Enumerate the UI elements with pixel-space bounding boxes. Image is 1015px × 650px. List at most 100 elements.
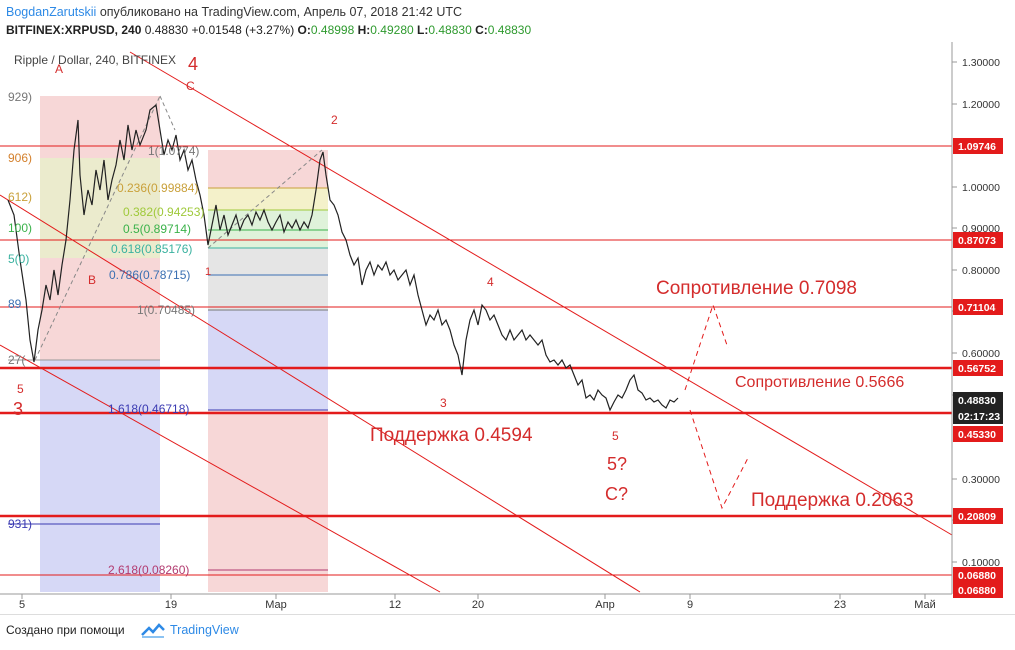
price-axis-bg <box>952 42 1015 594</box>
price-tag-label: 0.06880 <box>958 585 996 597</box>
wave-label: B <box>88 273 96 287</box>
trend-channel <box>0 51 953 593</box>
fib-level-label: 27( <box>8 353 25 367</box>
chart-header: BogdanZarutskii опубликовано на TradingV… <box>0 0 1015 42</box>
fib-connector <box>159 95 176 131</box>
price-tags: 1.09746 0.87073 0.71104 0.56752 0.48830 02:17… <box>953 138 1003 598</box>
wave-label: 5 <box>17 382 24 396</box>
fib-zone-right-red-top <box>208 150 328 188</box>
open-label: O: <box>297 23 311 37</box>
fib-level-label: 929) <box>8 90 32 104</box>
fib-level-label: 0.618(0.85176) <box>111 242 192 256</box>
price-chart[interactable]: 1.300001.200001.000000.900000.800000.700… <box>0 42 1015 614</box>
level-annotation: Поддержка 0.4594 <box>370 425 533 446</box>
fib-level-label: 0.786(0.78715) <box>109 268 190 282</box>
price-tag-bg <box>953 232 1003 248</box>
high-value: 0.49280 <box>370 23 414 37</box>
price-tag-bg <box>953 138 1003 154</box>
level-annotation: Сопротивление 0.5666 <box>735 374 904 391</box>
level-annotation: Поддержка 0.2063 <box>751 490 914 511</box>
high-label: H: <box>357 23 371 37</box>
price-tag-bg <box>953 582 1003 598</box>
tradingview-link[interactable]: TradingView <box>170 623 239 637</box>
wave-label: 2 <box>331 113 338 127</box>
symbol-legend: Ripple / Dollar, 240, BITFINEX <box>14 53 177 67</box>
fib-level-label: 1(0.70485) <box>137 303 195 317</box>
time-tick-label: 5 <box>19 599 25 611</box>
level-annotations: Сопротивление 0.7098 Сопротивление 0.5666… <box>370 278 914 511</box>
price-tag-bg <box>953 508 1003 524</box>
fib-level-label: 0.5(0.89714) <box>123 222 191 236</box>
fib-labels-left: 929) 906) 612) 100) 5(0) 89 27(931) <box>8 90 32 531</box>
wave-label: 5 <box>612 429 619 443</box>
time-tick-label: Апр <box>595 599 614 611</box>
close-value: 0.48830 <box>487 23 532 37</box>
last-price: 0.48830 <box>144 23 189 37</box>
fib-level-label: 1.618(0.46718) <box>108 402 189 416</box>
channel-line-upper <box>129 51 953 536</box>
low-value: 0.48830 <box>428 23 472 37</box>
fib-level-label: 2.618(0.08260) <box>108 563 189 577</box>
channel-line-lower <box>0 344 441 593</box>
fib-zone-right-gray <box>208 248 328 310</box>
fib-connectors <box>34 95 323 361</box>
quote-line: BITFINEX:XRPUSD, 240 0.48830 +0.01548 (+… <box>6 23 531 37</box>
wave-label: 4 <box>188 54 198 74</box>
symbol-label: BITFINEX:XRPUSD, 240 <box>6 23 142 37</box>
time-tick-label: 20 <box>472 599 484 611</box>
fib-zone-right-green <box>208 210 328 248</box>
time-axis-ticks: 5 19 Мар 12 20 Апр 9 23 Май <box>19 594 936 611</box>
price-tick-label: 0.60000 <box>962 348 1000 360</box>
fib-level-label: 0.382(0.94253) <box>123 205 204 219</box>
wave-label: C <box>186 79 195 93</box>
fib-level-label: 100) <box>8 221 32 235</box>
wave-label: A <box>55 62 63 76</box>
fib-zone-right-yellow <box>208 188 328 210</box>
projection-paths <box>684 303 749 510</box>
price-tag-label: 0.20809 <box>958 511 996 523</box>
wave-label: 3 <box>13 399 23 419</box>
wave-labels: A B C 4 2 1 3 4 5 3 5 5? C? <box>13 54 628 504</box>
fib-lines <box>8 187 328 571</box>
channel-line-middle <box>0 194 641 593</box>
price-tag-label: 0.48830 <box>958 395 996 407</box>
fib-zone-right-blue <box>208 310 328 410</box>
fib-level-label: 5(0) <box>8 252 29 266</box>
wave-label: C? <box>605 484 628 504</box>
fib-zones <box>40 96 328 592</box>
fib-level-label: 931) <box>8 517 32 531</box>
made-with-text: Создано при помощи <box>6 623 125 637</box>
level-annotation: Сопротивление 0.7098 <box>656 278 857 299</box>
fib-zone-left-green <box>40 158 160 258</box>
fib-labels-right: 0.236(0.99884) 0.382(0.94253) 0.5(0.89714)… <box>108 181 204 577</box>
author-link[interactable]: BogdanZarutskii <box>6 5 97 19</box>
price-tag-label: 0.06880 <box>958 570 996 582</box>
price-tick-label: 0.80000 <box>962 265 1000 277</box>
price-tag-bg <box>953 567 1003 583</box>
wave-label: 4 <box>487 275 494 289</box>
price-tag-bg <box>953 426 1003 442</box>
time-tick-label: 19 <box>165 599 177 611</box>
open-value: 0.48998 <box>310 23 355 37</box>
time-tick-label: 9 <box>687 599 693 611</box>
price-tick-label: 1.30000 <box>962 57 1000 69</box>
fib-zone-left-blue <box>40 360 160 592</box>
price-series <box>7 103 679 412</box>
wave-label: 1 <box>205 266 211 278</box>
horizontal-levels <box>0 145 952 576</box>
fib-level-label: 0.236(0.99884) <box>117 181 198 195</box>
price-tag-label: 0.71104 <box>958 302 996 314</box>
time-tick-label: 12 <box>389 599 401 611</box>
price-tag-bg <box>953 392 1003 408</box>
fib-top-label: 1(1.0774) <box>148 144 199 158</box>
price-tick-label: 1.00000 <box>962 182 1000 194</box>
fib-level-label: 906) <box>8 151 32 165</box>
price-tag-bg <box>953 299 1003 315</box>
time-tick-label: 23 <box>834 599 846 611</box>
tradingview-logo-icon <box>141 623 165 638</box>
fib-zone-right-red-bottom <box>208 410 328 592</box>
projection-down <box>689 409 749 510</box>
close-label: C: <box>475 23 488 37</box>
projection-up <box>684 303 729 391</box>
wave-label: 3 <box>440 396 447 410</box>
